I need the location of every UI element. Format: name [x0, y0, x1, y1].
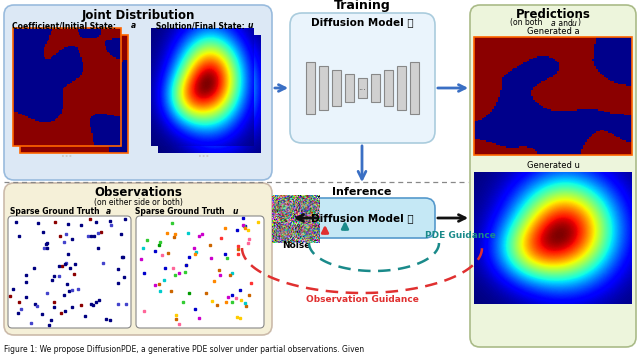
- Bar: [410, 62, 419, 114]
- Text: a: a: [551, 19, 556, 28]
- FancyBboxPatch shape: [136, 216, 264, 328]
- Text: Joint Distribution: Joint Distribution: [81, 9, 195, 22]
- Text: Observation Guidance: Observation Guidance: [305, 295, 419, 304]
- Text: Inference: Inference: [332, 187, 392, 197]
- Text: (on both: (on both: [510, 19, 545, 28]
- Bar: [371, 74, 380, 102]
- Text: Predictions: Predictions: [516, 8, 591, 20]
- Text: PDE Guidance: PDE Guidance: [425, 230, 496, 239]
- Text: a: a: [131, 22, 136, 31]
- Text: Training: Training: [333, 0, 390, 11]
- Text: Coefficient/Initial State:: Coefficient/Initial State:: [12, 22, 118, 31]
- Text: and: and: [556, 19, 575, 28]
- Bar: [474, 37, 632, 155]
- Bar: [332, 70, 340, 106]
- Bar: [344, 74, 353, 102]
- Bar: [20, 35, 128, 153]
- FancyBboxPatch shape: [470, 5, 636, 347]
- Bar: [358, 78, 367, 98]
- FancyBboxPatch shape: [290, 13, 435, 143]
- Text: u: u: [572, 19, 577, 28]
- FancyBboxPatch shape: [8, 216, 131, 328]
- Text: Diffusion Model 🔒: Diffusion Model 🔒: [310, 213, 413, 223]
- Text: (on either side or both): (on either side or both): [93, 197, 182, 206]
- Text: ...: ...: [358, 84, 366, 93]
- Text: Sparse Ground Truth: Sparse Ground Truth: [135, 208, 227, 216]
- FancyBboxPatch shape: [4, 5, 272, 180]
- Text: Sparse Ground Truth: Sparse Ground Truth: [10, 208, 102, 216]
- Text: Generated u: Generated u: [527, 160, 579, 169]
- Text: Solution/Final State:: Solution/Final State:: [148, 22, 248, 31]
- Bar: [13, 28, 121, 146]
- Text: Noise: Noise: [282, 242, 310, 251]
- Text: u: u: [233, 208, 238, 216]
- Bar: [383, 70, 392, 106]
- Text: Generated a: Generated a: [527, 28, 579, 37]
- FancyBboxPatch shape: [290, 198, 435, 238]
- Text: a: a: [106, 208, 111, 216]
- Bar: [397, 66, 406, 110]
- Text: ...: ...: [61, 149, 72, 159]
- FancyBboxPatch shape: [4, 183, 272, 335]
- Bar: [305, 62, 314, 114]
- Text: ): ): [577, 19, 580, 28]
- Text: Figure 1: We propose DiffusionPDE, a generative PDE solver under partial observa: Figure 1: We propose DiffusionPDE, a gen…: [4, 345, 364, 354]
- Bar: [319, 66, 328, 110]
- Text: Diffusion Model 🔥: Diffusion Model 🔥: [310, 17, 413, 27]
- Text: ...: ...: [198, 149, 210, 159]
- Text: u: u: [248, 22, 253, 31]
- Text: Observations: Observations: [94, 186, 182, 199]
